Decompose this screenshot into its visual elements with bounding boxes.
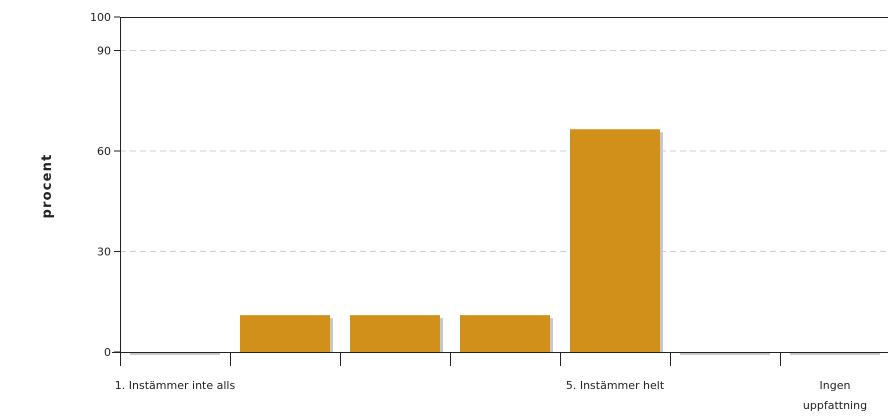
y-tick-label: 90 bbox=[97, 45, 111, 58]
bar bbox=[350, 315, 440, 352]
bar-zero bbox=[790, 352, 880, 355]
x-tick-label: Ingen bbox=[820, 379, 851, 392]
x-tick-label: uppfattning bbox=[803, 399, 867, 412]
y-tick-label: 30 bbox=[97, 246, 111, 259]
bar bbox=[460, 315, 550, 352]
y-tick-label: 0 bbox=[104, 346, 111, 359]
bar bbox=[570, 129, 660, 352]
bars bbox=[130, 129, 880, 355]
bar bbox=[240, 315, 330, 352]
y-tick-label: 60 bbox=[97, 145, 111, 158]
axes: 0 30 60 90 100 1. Instämmer inte alls 5. Instä… bbox=[90, 11, 888, 412]
gridlines bbox=[120, 50, 888, 252]
x-tick-label: 5. Instämmer helt bbox=[566, 379, 665, 392]
bar-zero bbox=[130, 352, 220, 355]
y-tick-label: 100 bbox=[90, 11, 111, 24]
x-tick-label: 1. Instämmer inte alls bbox=[115, 379, 236, 392]
y-axis-title: procent bbox=[40, 153, 55, 218]
bar-zero bbox=[680, 352, 770, 355]
